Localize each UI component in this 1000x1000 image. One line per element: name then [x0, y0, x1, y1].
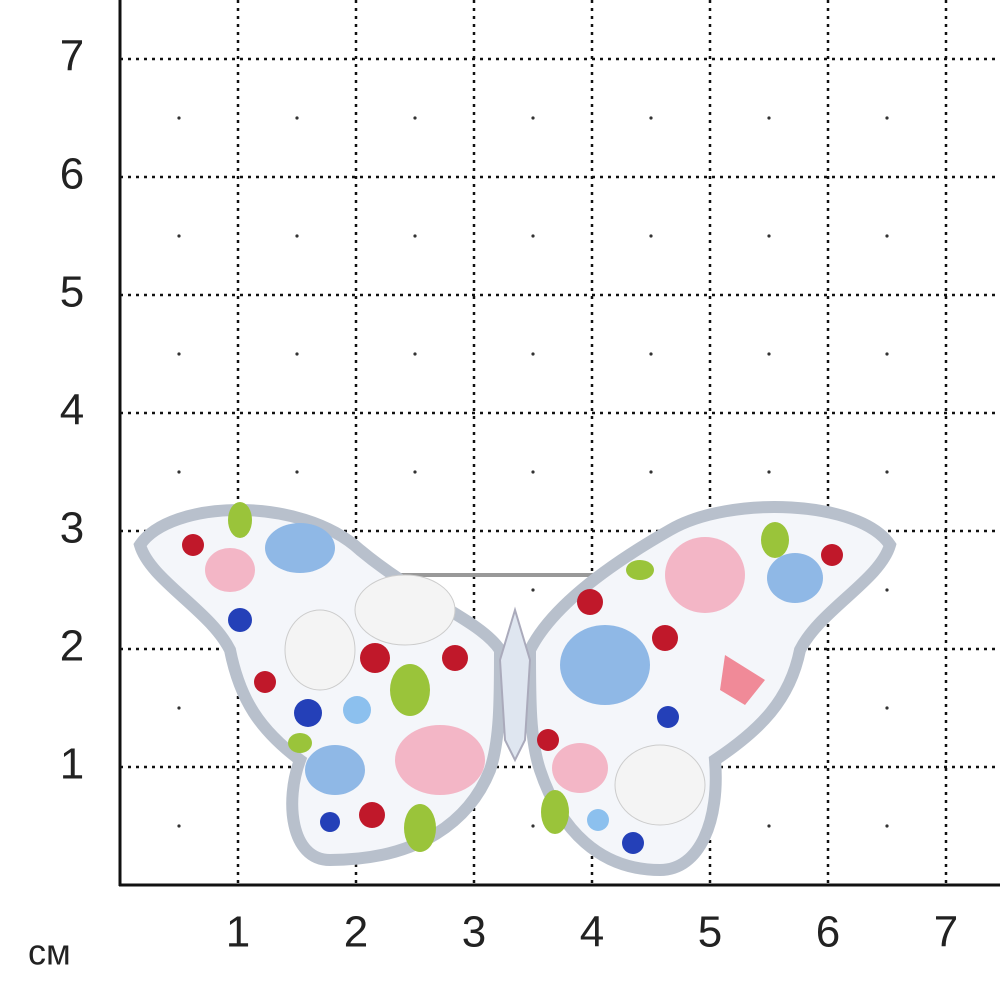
x-tick-label: 7 — [934, 908, 958, 957]
minor-dot — [177, 352, 181, 356]
minor-dot — [767, 234, 771, 238]
minor-dot — [413, 352, 417, 356]
minor-dot — [413, 234, 417, 238]
minor-dot — [767, 824, 771, 828]
x-tick-label: 3 — [462, 908, 486, 957]
y-tick-label: 6 — [60, 150, 84, 199]
minor-dot — [531, 470, 535, 474]
minor-dot — [649, 470, 653, 474]
minor-dot — [531, 352, 535, 356]
minor-dot — [531, 234, 535, 238]
minor-dot — [767, 116, 771, 120]
minor-dot — [885, 234, 889, 238]
minor-dot — [177, 824, 181, 828]
x-tick-label: 4 — [580, 908, 604, 957]
x-tick-label: 1 — [226, 908, 250, 957]
minor-dot — [295, 470, 299, 474]
minor-dot — [649, 234, 653, 238]
minor-dot — [885, 706, 889, 710]
minor-dot — [885, 588, 889, 592]
minor-dot — [885, 470, 889, 474]
y-tick-label: 2 — [60, 622, 84, 671]
unit-label: см — [28, 932, 71, 973]
minor-dot — [531, 824, 535, 828]
x-tick-label: 2 — [344, 908, 368, 957]
y-tick-label: 1 — [60, 740, 84, 789]
y-tick-label: 5 — [60, 268, 84, 317]
minor-dot — [413, 470, 417, 474]
minor-dot — [295, 234, 299, 238]
minor-dot — [649, 352, 653, 356]
y-tick-label: 3 — [60, 504, 84, 553]
minor-dot — [767, 352, 771, 356]
y-tick-label: 7 — [60, 32, 84, 81]
minor-dot — [531, 588, 535, 592]
minor-dot — [885, 116, 889, 120]
minor-dot — [177, 706, 181, 710]
minor-dot — [649, 116, 653, 120]
y-tick-label: 4 — [60, 386, 84, 435]
minor-dot — [885, 352, 889, 356]
x-tick-label: 5 — [698, 908, 722, 957]
minor-dot — [177, 234, 181, 238]
minor-dot — [177, 470, 181, 474]
minor-dot — [767, 470, 771, 474]
minor-dot — [413, 116, 417, 120]
x-tick-label: 6 — [816, 908, 840, 957]
minor-dot — [295, 116, 299, 120]
minor-dot — [885, 824, 889, 828]
minor-dot — [177, 116, 181, 120]
minor-dot — [531, 116, 535, 120]
butterfly-brooch — [133, 501, 897, 877]
minor-dot — [295, 352, 299, 356]
